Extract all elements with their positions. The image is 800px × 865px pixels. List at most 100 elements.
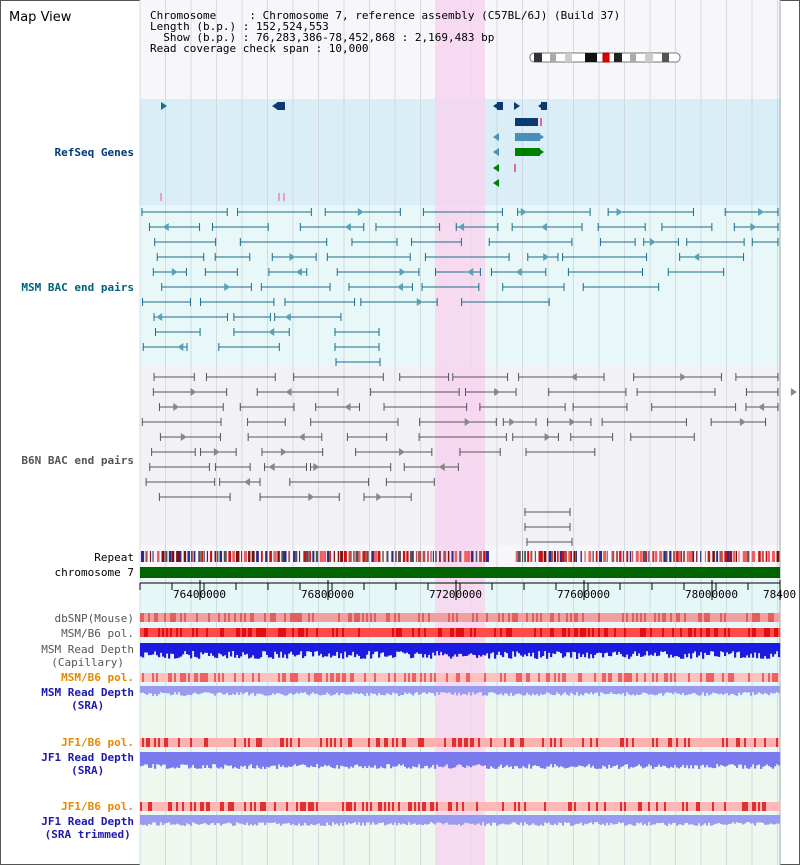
depth-bar [286, 643, 289, 659]
depth-bar [658, 643, 661, 656]
heat-cell [462, 673, 465, 682]
depth-bar [534, 686, 537, 696]
chromosome-ideogram[interactable] [529, 52, 681, 63]
heat-cell [508, 628, 511, 637]
depth-bar [654, 643, 657, 653]
heat-cell [178, 673, 181, 682]
heat-cell [694, 628, 697, 637]
depth-bar [356, 815, 359, 825]
heat-cell [500, 738, 503, 747]
depth-bar [160, 643, 163, 653]
depth-bar [414, 643, 417, 654]
depth-bar [154, 752, 157, 769]
depth-bar [632, 686, 635, 695]
heat-cell [666, 738, 669, 747]
msm-bac-label[interactable]: MSM BAC end pairs [21, 281, 134, 294]
depth-bar [262, 643, 265, 652]
heat-cell [554, 802, 557, 811]
heat-cell [392, 613, 395, 622]
heat-cell [520, 673, 523, 682]
depth-bar [770, 815, 773, 824]
heat-cell [210, 738, 213, 747]
heat-cell [144, 613, 147, 622]
b6n-bac-label[interactable]: B6N BAC end pairs [21, 454, 134, 467]
depth-bar [586, 815, 589, 825]
heat-cell [374, 738, 377, 747]
heat-cell [156, 738, 159, 747]
depth-bar [758, 643, 761, 654]
depth-bar [396, 643, 399, 652]
heat-cell [244, 802, 247, 811]
depth-bar [660, 643, 663, 652]
heat-cell [344, 673, 347, 682]
heat-cell [438, 802, 441, 811]
heat-cell [482, 673, 485, 682]
heat-cell [506, 673, 509, 682]
heat-cell [420, 613, 423, 622]
depth-bar [140, 752, 143, 767]
heat-cell [506, 613, 509, 622]
heat-cell [432, 613, 435, 622]
heat-cell [644, 738, 647, 747]
repeat-element [422, 551, 426, 562]
depth-bar [488, 752, 491, 769]
heat-cell [596, 802, 599, 811]
heat-cell [582, 802, 585, 811]
depth-bar [216, 643, 219, 658]
heat-cell [572, 738, 575, 747]
heat-cell [338, 613, 341, 622]
heat-cell [168, 628, 171, 637]
heat-cell [268, 738, 271, 747]
depth-bar [590, 686, 593, 693]
heat-cell [352, 738, 355, 747]
heat-cell [144, 673, 147, 682]
depth-bar [702, 752, 705, 765]
heat-cell [570, 738, 573, 747]
depth-bar [686, 686, 689, 695]
depth-bar [726, 643, 729, 653]
depth-bar [624, 643, 627, 658]
heat-cell [706, 738, 709, 747]
heat-cell [484, 613, 487, 622]
depth-bar [774, 643, 777, 655]
heat-cell [514, 802, 517, 811]
depth-bar [624, 752, 627, 765]
heat-cell [736, 738, 739, 747]
highlight-region[interactable] [435, 0, 485, 865]
heat-cell [178, 628, 181, 637]
chromosome-bar[interactable] [140, 567, 780, 578]
depth-bar [192, 686, 195, 694]
heat-cell [436, 673, 439, 682]
heat-cell [596, 673, 599, 682]
depth-bar [350, 815, 353, 824]
heat-cell [272, 673, 275, 682]
depth-bar [338, 643, 341, 659]
refseq-genes-label[interactable]: RefSeq Genes [54, 146, 134, 159]
heat-cell [762, 613, 765, 622]
heat-cell [640, 628, 643, 637]
heat-cell [548, 628, 551, 637]
heat-cell [672, 628, 675, 637]
depth-bar [448, 686, 451, 693]
heat-cell [394, 673, 397, 682]
depth-bar [348, 815, 351, 823]
heat-cell [164, 802, 167, 811]
heat-cell [660, 673, 663, 682]
depth-bar [436, 752, 439, 765]
heat-cell [664, 628, 667, 637]
depth-bar [302, 752, 305, 765]
heat-cell [488, 628, 491, 637]
depth-bar [558, 752, 561, 768]
repeat-element [635, 551, 639, 562]
heat-cell [664, 673, 667, 682]
heat-cell [346, 802, 349, 811]
heat-cell [778, 802, 781, 811]
heat-cell [370, 673, 373, 682]
heat-cell [302, 802, 305, 811]
heat-cell [440, 613, 443, 622]
depth-bar [220, 686, 223, 693]
heat-cell [228, 628, 231, 637]
depth-bar [776, 752, 779, 765]
depth-bar [448, 643, 451, 657]
